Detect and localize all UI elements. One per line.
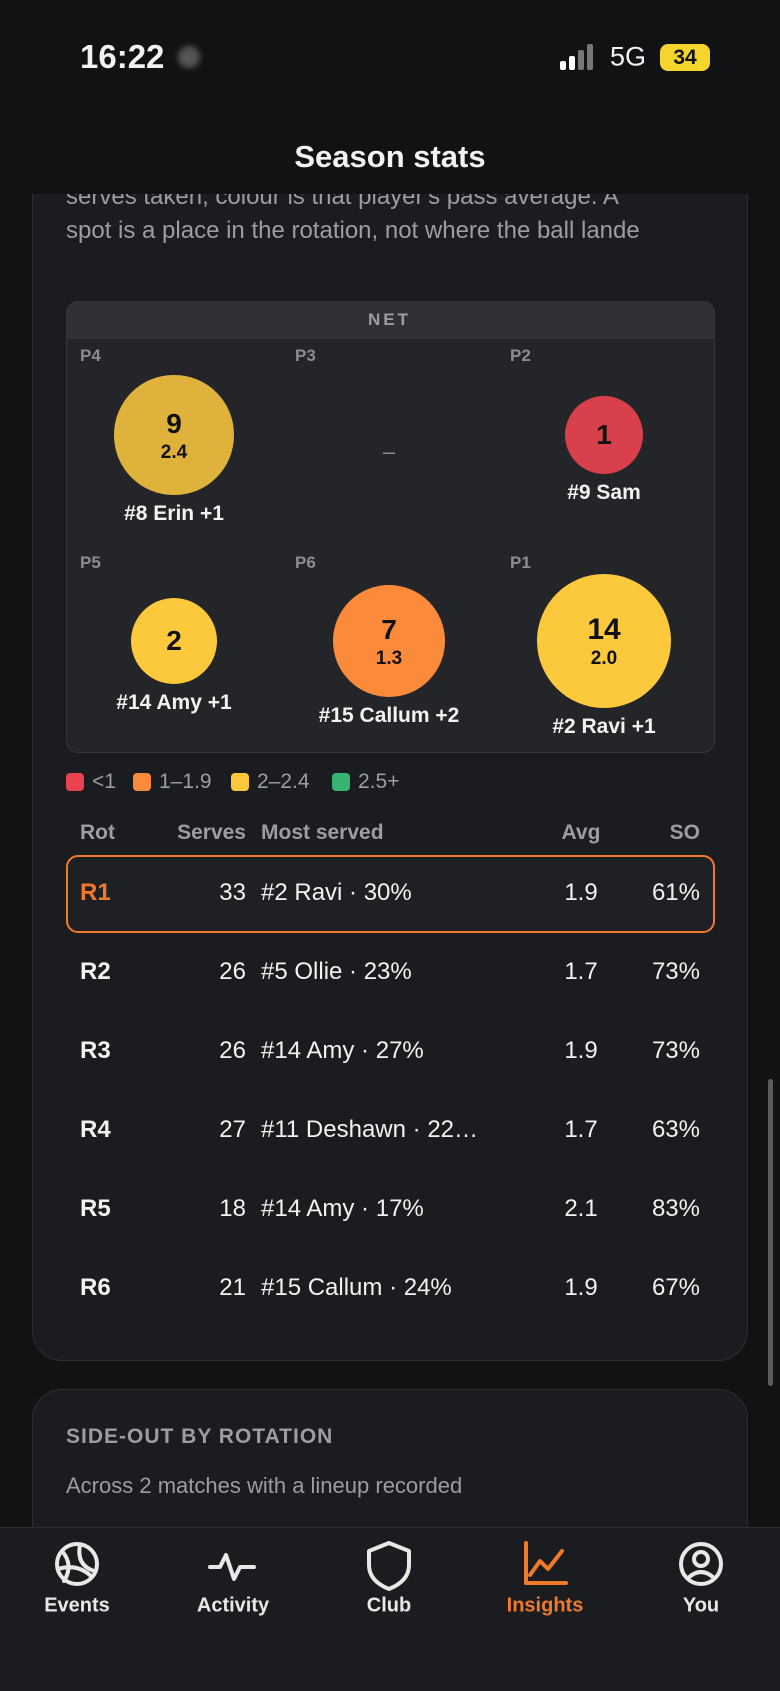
player-name: #9 Sam xyxy=(567,481,641,505)
empty-position: – xyxy=(382,439,396,464)
bubble-count: 9 xyxy=(166,408,182,439)
legend-label: <1 xyxy=(92,770,116,793)
section-subtitle: Across 2 matches with a lineup recorded xyxy=(66,1473,463,1498)
player-name: #2 Ravi +1 xyxy=(552,715,656,739)
bubble-count: 2 xyxy=(166,625,182,656)
table-cell: 18 xyxy=(219,1195,246,1222)
serve-bubble xyxy=(564,395,644,475)
time: 16:22 xyxy=(80,38,165,75)
rotation-label: R3 xyxy=(80,1037,111,1064)
net-label: NET xyxy=(368,310,411,329)
rotation-label: R6 xyxy=(80,1274,111,1301)
tab-label[interactable]: Club xyxy=(366,1594,412,1617)
player-name: #14 Amy +1 xyxy=(116,691,232,715)
table-cell: #15 Callum · 24% xyxy=(261,1274,452,1301)
table-cell: #14 Amy · 17% xyxy=(261,1195,424,1222)
network: 5G xyxy=(610,41,647,72)
table-cell: 73% xyxy=(651,958,700,985)
serve-bubble xyxy=(536,573,672,709)
serve-bubble xyxy=(114,375,234,495)
legend-swatch xyxy=(66,773,84,791)
page-title: Season stats xyxy=(294,139,486,174)
position-label: P2 xyxy=(510,346,531,365)
position-label: P4 xyxy=(80,346,101,365)
tab-label[interactable]: Insights xyxy=(506,1594,584,1617)
signal-icon xyxy=(560,44,593,70)
legend-swatch xyxy=(231,773,249,791)
table-cell: 67% xyxy=(651,1274,700,1301)
bubble-count: 14 xyxy=(587,613,621,646)
bubble-avg: 2.0 xyxy=(590,648,618,669)
table-cell: 33 xyxy=(219,879,246,906)
rotation-label: R2 xyxy=(80,958,111,985)
player-name: #15 Callum +2 xyxy=(318,703,460,727)
table-cell: #5 Ollie · 23% xyxy=(261,958,412,985)
table-cell: #11 Deshawn · 22… xyxy=(261,1116,479,1143)
bubble-count: 7 xyxy=(381,614,397,645)
position-label: P6 xyxy=(295,553,316,572)
tab-label[interactable]: You xyxy=(682,1594,720,1617)
table-cell: 26 xyxy=(219,1037,246,1064)
serve-bubble xyxy=(333,585,445,697)
serve-bubble xyxy=(130,597,218,685)
net-bar xyxy=(67,302,714,339)
bubble-avg: 2.4 xyxy=(160,442,188,463)
battery: 34 xyxy=(660,44,710,71)
legend-label: 1–1.9 xyxy=(159,770,212,793)
table-cell: 2.1 xyxy=(564,1195,598,1222)
section-title: SIDE-OUT BY ROTATION xyxy=(66,1425,334,1448)
tab-icons xyxy=(55,1541,723,1591)
tab-label[interactable]: Activity xyxy=(196,1594,270,1617)
position-label: P3 xyxy=(295,346,316,365)
table-cell: 83% xyxy=(651,1195,700,1222)
table-cell: 63% xyxy=(651,1116,700,1143)
table-cell: 1.9 xyxy=(564,1037,598,1064)
column-header: SO xyxy=(669,821,700,844)
tab-label[interactable]: Events xyxy=(44,1594,110,1617)
legend-swatch xyxy=(332,773,350,791)
table-cell: 1.7 xyxy=(564,1116,598,1143)
legend-label: 2–2.4 xyxy=(257,770,310,793)
blur-dot xyxy=(178,46,200,68)
table-cell: 1.9 xyxy=(564,1274,598,1301)
legend-label: 2.5+ xyxy=(358,770,400,793)
intro-text: spot is a place in the rotation, not whe… xyxy=(66,217,640,244)
table-cell: #14 Amy · 27% xyxy=(261,1037,424,1064)
scrollbar xyxy=(768,1079,773,1386)
column-header: Avg xyxy=(561,821,601,844)
rotation-label: R4 xyxy=(80,1116,111,1143)
table-cell: 61% xyxy=(651,879,700,906)
table-cell: 21 xyxy=(219,1274,246,1301)
table-cell: 1.7 xyxy=(564,958,598,985)
column-header: Serves xyxy=(177,821,246,844)
table-cell: 27 xyxy=(219,1116,246,1143)
bubble-avg: 1.3 xyxy=(375,648,403,669)
bubble-count: 1 xyxy=(596,419,612,450)
position-label: P5 xyxy=(80,553,101,572)
table-cell: 73% xyxy=(651,1037,700,1064)
top-bar xyxy=(0,0,780,194)
table-cell: 1.9 xyxy=(564,879,598,906)
table-cell: #2 Ravi · 30% xyxy=(261,879,412,906)
position-label: P1 xyxy=(510,553,531,572)
legend-swatch xyxy=(133,773,151,791)
column-header: Rot xyxy=(80,821,115,844)
tab-bar xyxy=(0,1527,780,1691)
column-header: Most served xyxy=(261,821,384,844)
rotation-label: R5 xyxy=(80,1195,111,1222)
player-name: #8 Erin +1 xyxy=(124,501,224,525)
highlight-row xyxy=(66,855,715,933)
rotation-label: R1 xyxy=(80,879,111,906)
table-cell: 26 xyxy=(219,958,246,985)
